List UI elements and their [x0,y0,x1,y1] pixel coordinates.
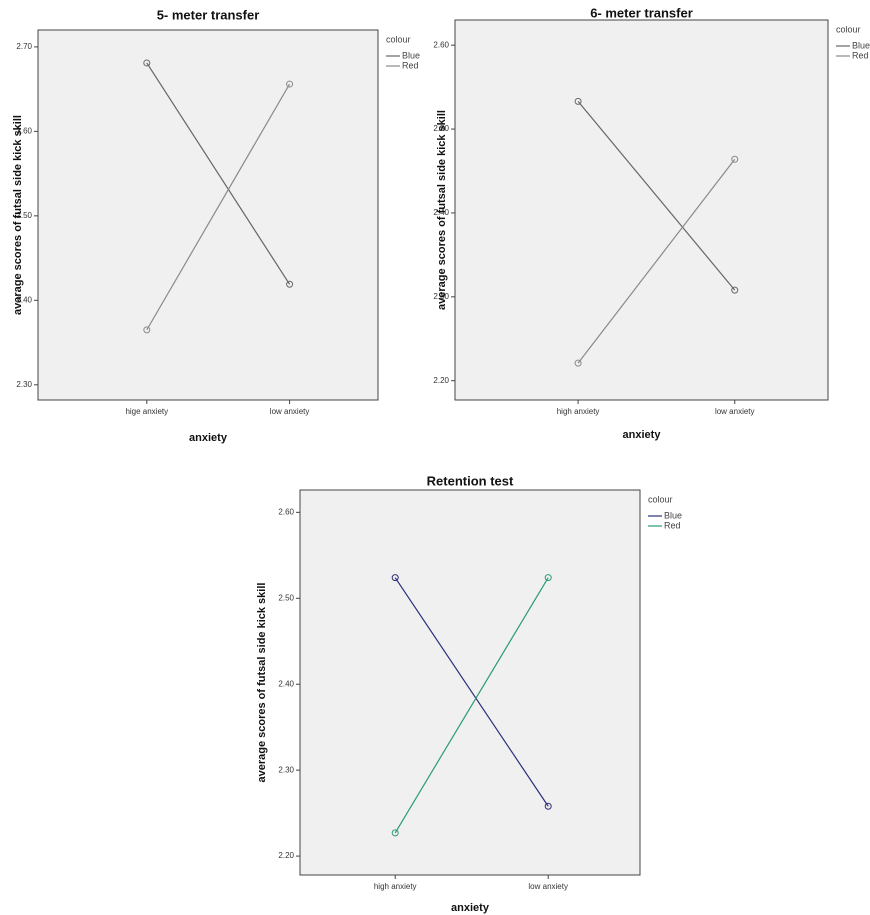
y-tick-label: 2.40 [278,679,294,688]
legend-label: Red [852,50,869,60]
legend-label: Red [402,60,419,70]
y-tick-label: 2.70 [16,42,32,51]
plot-area [38,30,378,400]
x-axis-label: anxiety [451,902,490,914]
chart-title: Retention test [427,473,514,488]
figure: 5- meter transfer2.302.402.503.602.70hig… [0,0,870,915]
plot-area [300,490,640,875]
x-axis-label: anxiety [189,432,228,444]
legend-title: colour [648,494,673,504]
y-tick-label: 2.50 [278,593,294,602]
x-tick-label: low anxiety [715,407,755,416]
y-axis-label: avarage scores of futsal side kick skill [12,115,24,315]
plot-area [455,20,828,400]
legend-label: Blue [402,50,420,60]
legend-label: Blue [664,510,682,520]
x-tick-label: high anxiety [557,407,600,416]
y-tick-label: 2.20 [433,376,449,385]
chart-title: 5- meter transfer [157,7,260,22]
legend-label: Blue [852,40,870,50]
y-tick-label: 2.60 [433,40,449,49]
legend-label: Red [664,520,681,530]
x-tick-label: hige anxiety [125,407,168,416]
y-axis-label: average scores of futsal side kick skill [436,110,448,310]
x-axis-label: anxiety [623,429,662,441]
legend-title: colour [836,24,861,34]
y-axis-label: average scores of futsal side kick skill [256,583,268,783]
y-tick-label: 2.20 [278,851,294,860]
y-tick-label: 2.30 [16,380,32,389]
x-tick-label: low anxiety [270,407,310,416]
x-tick-label: high anxiety [374,882,417,891]
y-tick-label: 2.30 [278,765,294,774]
chart-title: 6- meter transfer [590,5,693,20]
legend-title: colour [386,34,411,44]
x-tick-label: low anxiety [528,882,568,891]
y-tick-label: 2.60 [278,507,294,516]
